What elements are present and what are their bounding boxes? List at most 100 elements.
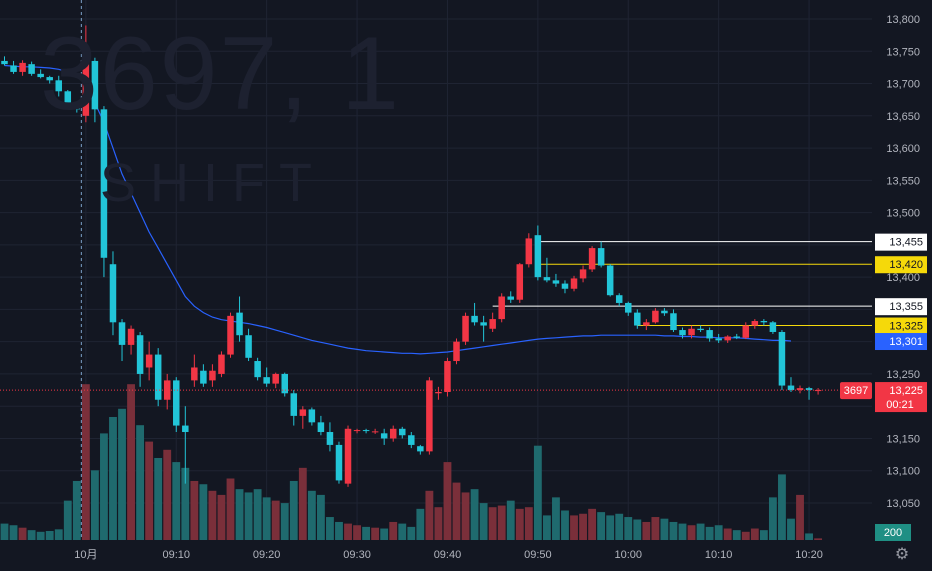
candle-body: [552, 280, 560, 284]
candle-body: [426, 380, 433, 452]
volume-bar: [45, 530, 54, 540]
volume-bar: [244, 492, 253, 540]
volume-bar: [796, 494, 804, 540]
volume-bar: [434, 507, 443, 540]
candle-body: [145, 354, 153, 368]
volume-bar: [335, 521, 343, 540]
candle-body: [453, 341, 460, 362]
volume-bar: [814, 538, 823, 540]
price-tag-label: 13,455: [889, 237, 923, 249]
candle-body: [688, 328, 695, 336]
volume-bar: [597, 512, 606, 540]
volume-bar: [362, 526, 371, 540]
settings-icon[interactable]: ⚙: [894, 546, 910, 563]
price-tag-label: 13,420: [889, 259, 923, 271]
candle-body: [389, 428, 397, 439]
volume-bar: [316, 494, 325, 540]
candle-body: [498, 296, 505, 320]
candle-body: [353, 430, 361, 432]
y-tick-label: 13,100: [886, 466, 920, 478]
volume-bar: [470, 489, 479, 540]
candle-body: [597, 248, 605, 266]
candle-body: [227, 315, 234, 355]
volume-bar: [741, 531, 750, 540]
candle-body: [643, 322, 650, 326]
volume-bar: [542, 515, 551, 540]
candle-body: [606, 265, 614, 296]
time-axis[interactable]: 10月 09:10 09:20 09:30 09:40 09:50 10:00 10:10 10…: [74, 549, 823, 561]
volume-bar: [27, 530, 36, 540]
candle-body: [769, 322, 777, 332]
candle-body: [173, 380, 180, 426]
volume-bar: [759, 530, 768, 540]
volume-bars: [0, 384, 823, 540]
x-tick-label: 10:20: [795, 549, 823, 561]
candle-body: [399, 428, 406, 436]
y-tick-label: 13,700: [886, 79, 920, 91]
candle-body: [100, 109, 108, 258]
candle-body: [408, 435, 415, 445]
price-tag-bg: [875, 333, 927, 351]
volume-bar: [588, 508, 597, 540]
volume-bar: [172, 462, 181, 540]
candle-body: [308, 409, 316, 423]
volume-bar: [705, 526, 714, 540]
volume-bar: [714, 525, 723, 540]
candle-body: [715, 338, 722, 341]
candle-body: [46, 77, 53, 81]
volume-bar: [100, 433, 108, 540]
volume-bar: [624, 517, 633, 540]
volume-bar: [651, 517, 660, 540]
volume-bar: [253, 489, 262, 540]
candle-body: [805, 388, 813, 391]
candle-body: [218, 354, 225, 374]
moving-average-line: [4, 64, 792, 355]
candle-body: [154, 354, 162, 400]
price-tag-label: 13,355: [889, 301, 923, 313]
price-tag-label: 13,301: [889, 336, 923, 348]
candle-body: [670, 313, 677, 331]
candle-body: [516, 264, 524, 300]
volume-bar: [190, 480, 199, 540]
candle-body: [254, 361, 261, 378]
volume-bar: [9, 525, 18, 540]
candle-body: [163, 380, 171, 400]
volume-bar: [768, 497, 777, 540]
x-tick-label: 09:10: [162, 549, 190, 561]
candle-body: [444, 361, 451, 393]
horizontal-lines[interactable]: [492, 241, 872, 327]
x-tick-label: 09:40: [434, 549, 462, 561]
candle-body: [380, 433, 388, 439]
volume-bar: [696, 523, 705, 540]
y-tick-label: 13,600: [886, 143, 920, 155]
candle-body: [480, 322, 487, 326]
symbol-tag-bg: [840, 382, 872, 400]
grid: [0, 0, 872, 540]
volume-bar: [678, 523, 687, 540]
candle-body: [118, 322, 126, 345]
y-tick-label: 13,150: [886, 433, 920, 445]
volume-bar: [461, 492, 470, 540]
volume-bar: [380, 528, 389, 540]
candle-body: [615, 295, 623, 303]
volume-bar: [552, 497, 560, 540]
candle-body: [281, 373, 288, 394]
candle-body: [814, 390, 822, 392]
volume-bar: [72, 480, 81, 540]
candle-body: [245, 335, 252, 358]
volume-bar: [208, 490, 217, 540]
volume-bar: [452, 482, 461, 540]
candle-body: [579, 269, 587, 279]
volume-bar: [271, 500, 280, 540]
x-tick-label: 09:30: [343, 549, 371, 561]
candle-body: [10, 65, 17, 72]
candle-body: [344, 428, 352, 484]
volume-bar: [54, 529, 63, 540]
candle-body: [778, 331, 786, 386]
candle-body: [462, 315, 469, 342]
candle-body: [733, 336, 740, 338]
volume-bar: [533, 445, 542, 540]
candle-body: [661, 310, 668, 314]
volume-bar: [298, 467, 307, 540]
